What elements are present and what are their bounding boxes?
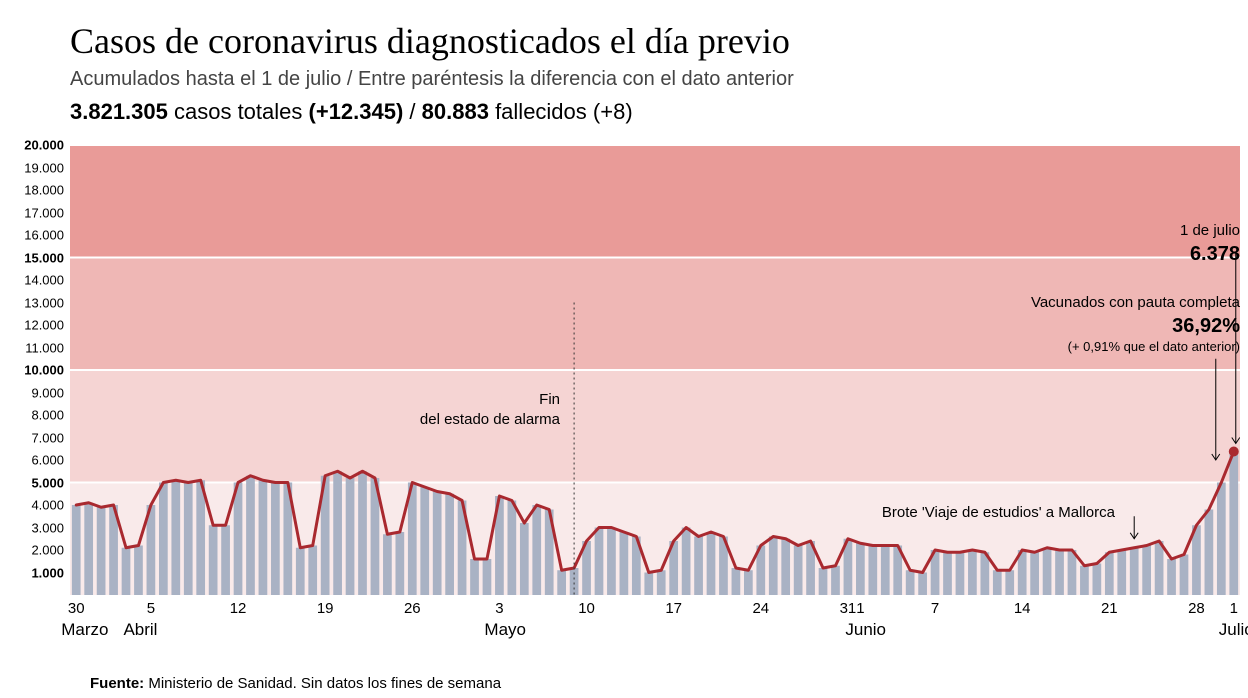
y-tick-label: 13.000 <box>24 296 64 309</box>
y-tick-label: 7.000 <box>31 431 64 444</box>
y-tick-label: 12.000 <box>24 319 64 332</box>
y-tick-label: 16.000 <box>24 229 64 242</box>
x-tick-label: 24 <box>752 600 769 617</box>
x-tick-label: 3 <box>495 600 503 617</box>
x-tick-label: 10 <box>578 600 595 617</box>
y-tick-label: 14.000 <box>24 274 64 287</box>
deaths-diff: (+8) <box>593 99 633 124</box>
total-cases-diff: (+12.345) <box>309 99 404 124</box>
x-tick-label: 31 <box>840 600 857 617</box>
y-tick-label: 15.000 <box>24 251 64 264</box>
stats-sep: / <box>403 99 421 124</box>
chart-source: Fuente: Ministerio de Sanidad. Sin datos… <box>90 675 501 692</box>
x-tick-label: 26 <box>404 600 421 617</box>
chart-area: 1.000 2.000 3.000 4.000 5.000 6.000 7.000 8.000… <box>0 145 1248 615</box>
annotation-vac-pct: 36,92% <box>1003 313 1240 339</box>
x-tick-label: 5 <box>147 600 155 617</box>
source-text: Ministerio de Sanidad. Sin datos los fin… <box>148 675 501 692</box>
annotation-vac: Vacunados con pauta completa 36,92% (+ 0… <box>1003 293 1240 355</box>
y-tick-label: 2.000 <box>31 544 64 557</box>
chart-subtitle: Acumulados hasta el 1 de julio / Entre p… <box>70 68 1248 91</box>
x-tick-label: 12 <box>230 600 247 617</box>
plot-area <box>70 145 1240 595</box>
chart-stats: 3.821.305 casos totales (+12.345) / 80.8… <box>70 99 1248 125</box>
y-axis: 1.000 2.000 3.000 4.000 5.000 6.000 7.000 8.000… <box>0 145 70 595</box>
x-tick-label: 1 <box>1230 600 1238 617</box>
annotation-alarm-l1: Fin <box>350 390 560 410</box>
chart-title: Casos de coronavirus diagnosticados el d… <box>70 20 1248 62</box>
source-label: Fuente: <box>90 675 148 692</box>
annotation-alarm-l2: del estado de alarma <box>350 410 560 430</box>
annotation-last: 1 de julio 6.378 <box>1040 221 1240 267</box>
annotation-brote: Brote 'Viaje de estudios' a Mallorca <box>810 503 1115 523</box>
y-tick-label: 8.000 <box>31 409 64 422</box>
x-month-label: Julio <box>1219 620 1248 640</box>
x-tick-label: 7 <box>931 600 939 617</box>
x-tick-label: 1 <box>856 600 864 617</box>
annotation-vac-l1: Vacunados con pauta completa <box>1003 293 1240 313</box>
y-tick-label: 17.000 <box>24 206 64 219</box>
x-month-label: Marzo <box>61 620 108 640</box>
y-tick-label: 11.000 <box>25 341 64 354</box>
x-tick-label: 21 <box>1101 600 1118 617</box>
total-cases-label: casos totales <box>168 99 309 124</box>
y-tick-label: 6.000 <box>31 454 64 467</box>
x-tick-label: 17 <box>665 600 682 617</box>
total-cases: 3.821.305 <box>70 99 168 124</box>
y-tick-label: 9.000 <box>31 386 64 399</box>
y-tick-label: 20.000 <box>24 139 64 152</box>
deaths-label: fallecidos <box>489 99 593 124</box>
y-tick-label: 18.000 <box>24 184 64 197</box>
deaths: 80.883 <box>422 99 489 124</box>
y-tick-label: 10.000 <box>24 364 64 377</box>
x-tick-label: 19 <box>317 600 334 617</box>
x-month-label: Mayo <box>484 620 526 640</box>
x-tick-label: 30 <box>68 600 85 617</box>
y-tick-label: 4.000 <box>31 499 64 512</box>
annotation-last-value: 6.378 <box>1040 241 1240 267</box>
y-tick-label: 5.000 <box>31 476 64 489</box>
chart-svg <box>70 145 1240 595</box>
x-month-label: Abril <box>123 620 157 640</box>
x-tick-label: 28 <box>1188 600 1205 617</box>
annotation-brote-text: Brote 'Viaje de estudios' a Mallorca <box>882 504 1115 521</box>
annotation-last-date: 1 de julio <box>1040 221 1240 241</box>
annotation-alarm: Fin del estado de alarma <box>350 390 560 429</box>
x-month-label: Junio <box>845 620 886 640</box>
annotation-vac-diff: (+ 0,91% que el dato anterior) <box>1003 339 1240 356</box>
x-axis: 305121926310172431171421281MarzoAbrilMay… <box>70 600 1240 645</box>
y-tick-label: 3.000 <box>31 521 64 534</box>
y-tick-label: 1.000 <box>31 566 64 579</box>
y-tick-label: 19.000 <box>24 161 64 174</box>
x-tick-label: 14 <box>1014 600 1031 617</box>
